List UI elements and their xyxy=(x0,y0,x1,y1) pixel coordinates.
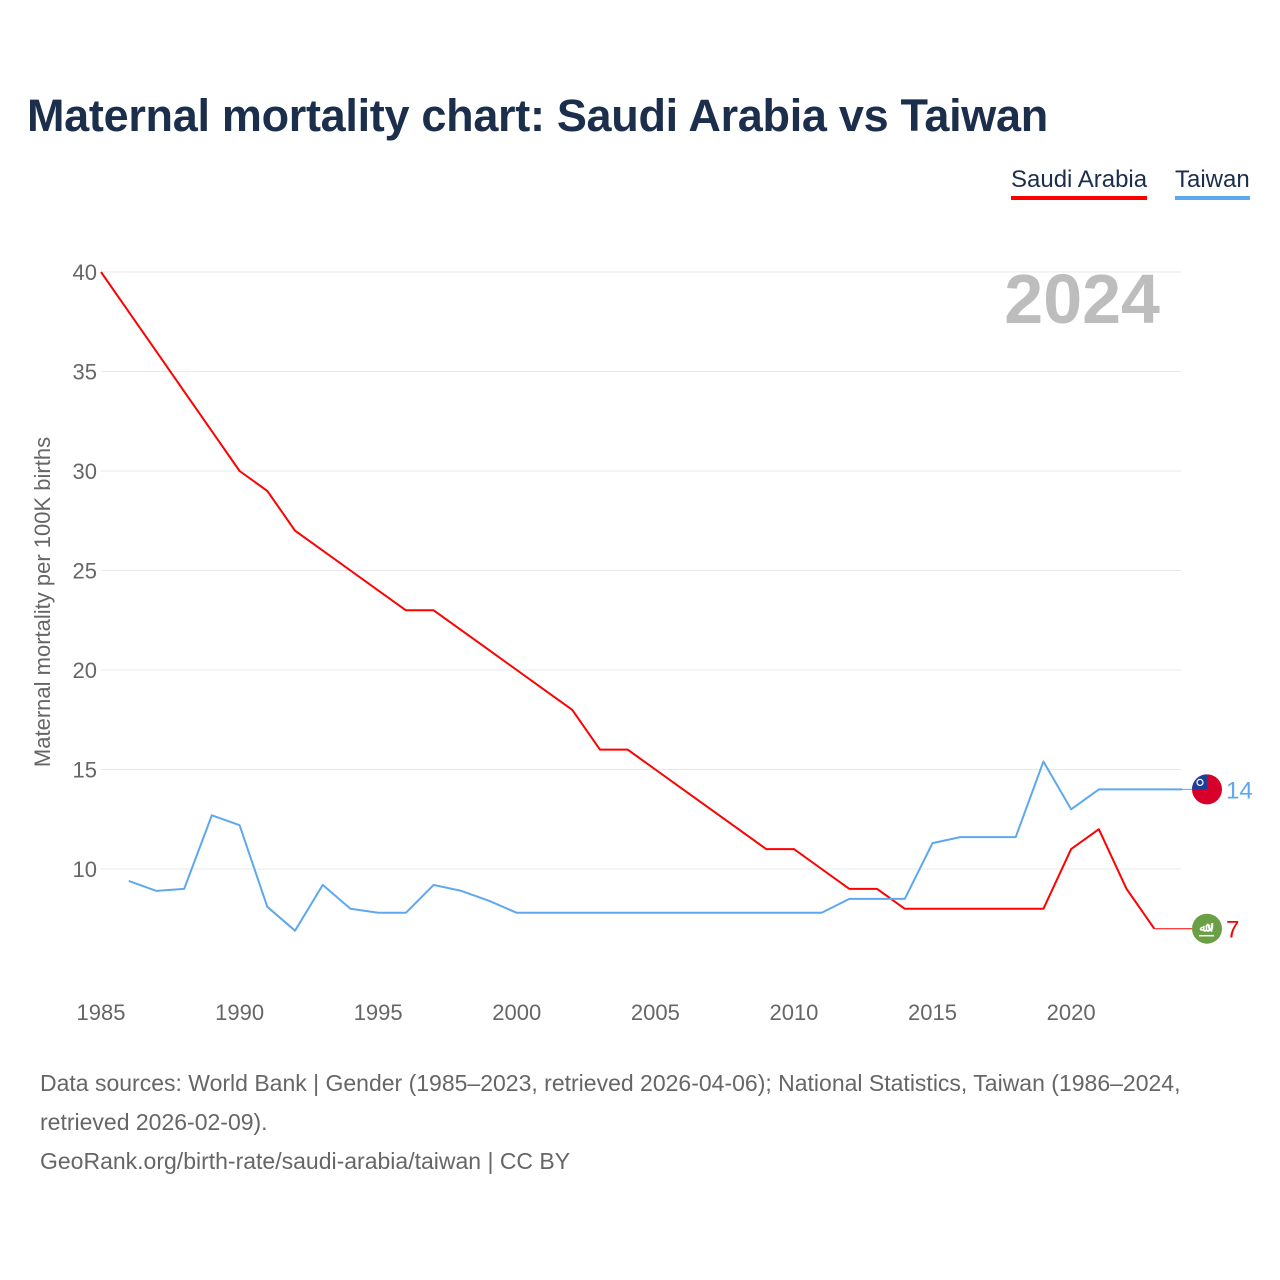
x-tick-label: 1995 xyxy=(354,1000,403,1025)
legend-taiwan[interactable]: Taiwan xyxy=(1175,166,1250,200)
source-link[interactable]: GeoRank.org/birth-rate/saudi-arabia/taiw… xyxy=(40,1148,571,1174)
x-tick-label: 2000 xyxy=(492,1000,541,1025)
chart-title: Maternal mortality chart: Saudi Arabia v… xyxy=(27,90,1048,141)
flag-script-icon: ﻻﷲ xyxy=(1200,923,1215,935)
data-sources: Data sources: World Bank | Gender (1985–… xyxy=(40,1070,1181,1135)
x-tick-label: 2015 xyxy=(908,1000,957,1025)
y-tick-label: 25 xyxy=(73,559,97,584)
year-watermark: 2024 xyxy=(1004,260,1160,338)
series-line-taiwan xyxy=(128,760,1182,932)
series-line-saudi-arabia xyxy=(100,271,1156,930)
y-axis-label: Maternal mortality per 100K births xyxy=(30,437,55,767)
x-tick-label: 1985 xyxy=(77,1000,126,1025)
x-tick-label: 2010 xyxy=(769,1000,818,1025)
y-tick-label: 30 xyxy=(73,459,97,484)
y-tick-label: 15 xyxy=(73,758,97,783)
legend-saudi-arabia[interactable]: Saudi Arabia xyxy=(1011,166,1148,200)
y-tick-label: 35 xyxy=(73,360,97,385)
y-tick-label: 20 xyxy=(73,658,97,683)
y-tick-label: 10 xyxy=(73,857,97,882)
x-tick-label: 2005 xyxy=(631,1000,680,1025)
end-value-label: 7 xyxy=(1226,917,1239,944)
x-tick-label: 2020 xyxy=(1047,1000,1096,1025)
end-value-label: 14 xyxy=(1226,777,1253,804)
flag-canton-icon xyxy=(1192,774,1207,790)
x-tick-label: 1990 xyxy=(215,1000,264,1025)
flag-sun-icon xyxy=(1196,778,1204,787)
y-tick-label: 40 xyxy=(73,260,97,285)
